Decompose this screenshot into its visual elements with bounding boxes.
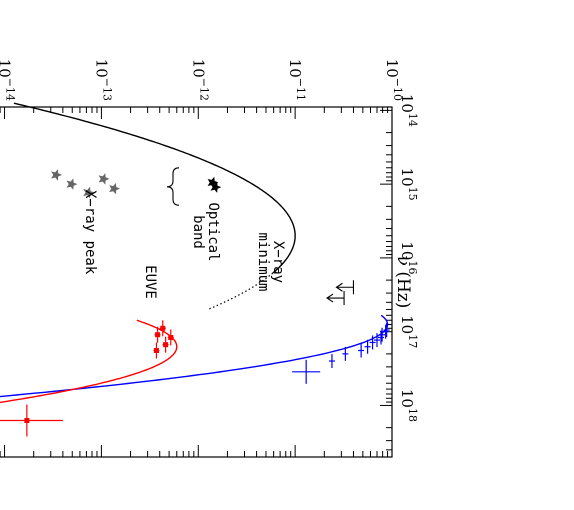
square-marker [24,417,30,423]
point-euve-upper-limits [326,291,345,306]
optical-band-brace [166,167,180,206]
square-marker [163,342,169,348]
point-optical-low [109,182,120,195]
point-xray-min-data [0,404,63,437]
point-xray-min-data [162,336,169,353]
x-axis-label: ν (Hz) [393,256,413,309]
point-xray-peak-data [383,323,390,338]
point-xray-peak-data [358,343,365,358]
y-tick-labels: 10−14 10−13 10−12 10−11 10−10 [0,59,404,101]
x-tick-label: 1014 [398,94,419,127]
limit-arrow-head [326,293,334,303]
point-xray-min-data [167,329,174,346]
y-tick-label: 10−10 [383,59,404,101]
data-points [0,169,390,437]
point-xray-peak-data [292,359,321,384]
limit-arrow-head [335,282,343,292]
curve-model-xray-minimum [0,319,178,413]
point-xray-peak-data [364,339,371,354]
axis-ticks [0,106,393,458]
curve-synchrotron-tail [207,272,274,311]
y-tick-label: 10−11 [286,59,307,101]
point-xray-min-data [153,342,160,359]
point-xray-peak-data [328,354,335,369]
y-tick-label: 10−14 [0,59,17,101]
point-optical-low [66,178,78,190]
x-tick-label: 1017 [398,315,419,348]
annotation-xray-min: X−rayminimum [255,232,286,291]
point-optical-low [98,173,110,185]
x-tick-label: 1015 [398,168,419,201]
y-tick-label: 10−13 [92,59,113,101]
curve-model-xray-peak [0,314,389,403]
square-marker [160,325,166,331]
point-optical-high [207,176,219,189]
x-tick-label: 1018 [398,389,419,422]
annotation-optical: Opticalband [190,202,221,261]
point-xray-peak-data [379,327,386,342]
point-euve-upper-limits [335,280,355,295]
point-xray-min-data [154,326,161,343]
square-marker [153,348,159,354]
annotation-xray-peak: X−ray peak [82,190,98,275]
y-tick-label: 10−12 [189,59,210,101]
square-marker [168,335,174,341]
x-tick-label: 1016 [398,241,419,274]
point-xray-min-data [159,320,166,337]
point-optical-low [83,186,95,199]
annotations: Opticalband EUVE X−ray peak X−rayminimum [82,167,286,299]
point-xray-peak-data [373,333,380,348]
point-xray-peak-data [342,346,349,361]
curve-synchrotron-optical [13,102,296,274]
point-optical-low [51,169,62,181]
point-xray-peak-data [378,330,385,345]
x-tick-labels: 1014 1015 1016 1017 1018 [398,94,419,422]
annotation-euve: EUVE [142,265,158,299]
model-curves [0,102,389,413]
square-marker [155,332,161,338]
point-optical-high [210,181,222,193]
point-xray-peak-data [382,324,389,339]
point-xray-peak-data [369,335,376,350]
plot-frame [0,106,393,458]
